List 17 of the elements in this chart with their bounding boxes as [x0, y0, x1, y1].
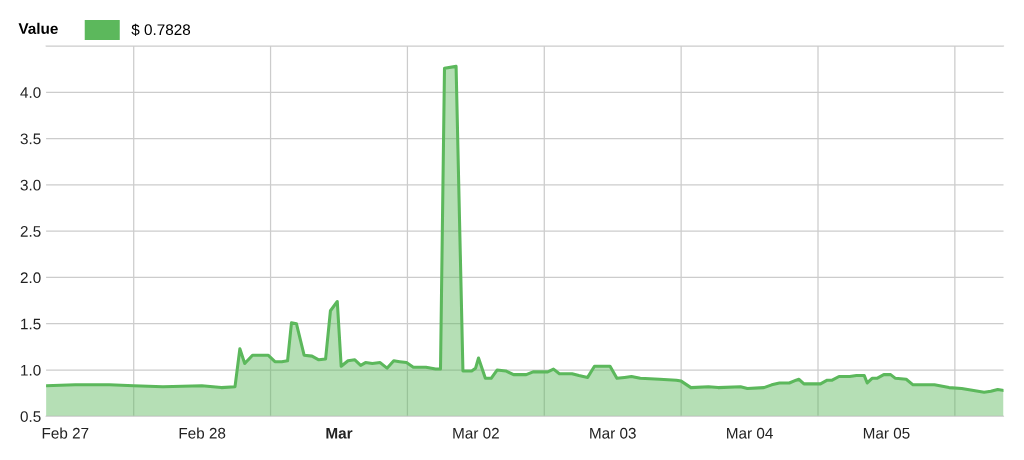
y-tick-label: 1.0 [21, 364, 41, 376]
x-tick-label: Mar 04 [727, 427, 773, 439]
x-tick-label: Mar [326, 427, 353, 439]
y-tick-label: 1.5 [21, 318, 41, 330]
y-tick-label: 4.0 [20, 87, 41, 98]
y-tick-label: 0.5 [20, 411, 41, 422]
x-tick-label: Mar 03 [590, 427, 636, 439]
y-tick-label: 3.0 [20, 179, 41, 191]
legend-title: Value [18, 22, 58, 34]
y-tick-label: 2.0 [20, 272, 41, 284]
x-tick-label: Feb 27 [42, 427, 89, 439]
x-tick-label: Feb 28 [179, 427, 226, 439]
y-tick-label: 2.5 [20, 226, 41, 237]
x-tick-label: Mar 02 [453, 427, 499, 439]
y-tick-label: 3.5 [20, 133, 41, 145]
legend-label: $ 0.7828 [131, 23, 191, 36]
x-tick-label: Mar 05 [863, 427, 910, 439]
